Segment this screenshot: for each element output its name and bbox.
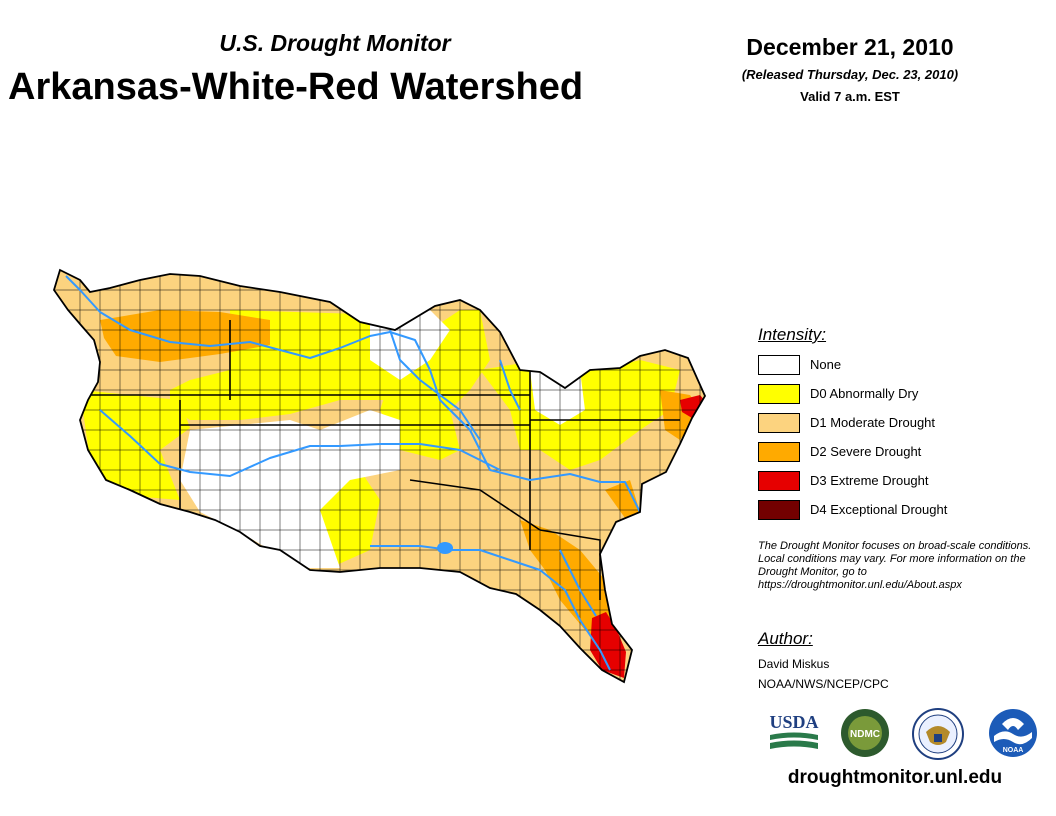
legend-label: D0 Abnormally Dry <box>810 386 919 401</box>
basin-outline <box>53 268 707 684</box>
d0-region-north <box>170 310 400 420</box>
legend-swatch <box>758 384 800 404</box>
legend-label: None <box>810 357 842 372</box>
usda-logo-text: USDA <box>769 712 818 732</box>
d3-region-northeast <box>680 395 705 418</box>
drought-map <box>53 268 707 684</box>
footer-url[interactable]: droughtmonitor.unl.edu <box>787 767 1003 788</box>
legend-label: D2 Severe Drought <box>810 444 922 459</box>
state-boundaries <box>90 320 680 600</box>
map-supertitle: U.S. Drought Monitor <box>219 30 451 56</box>
ndmc-logo: NDMC <box>841 709 889 757</box>
legend-note: The Drought Monitor focuses on broad-sca… <box>758 540 1032 591</box>
noaa-logo: NOAA <box>989 709 1037 757</box>
author-org: NOAA/NWS/NCEP/CPC <box>758 677 889 691</box>
legend-swatch <box>758 471 800 491</box>
map-title: Arkansas-White-Red Watershed <box>8 66 584 108</box>
author-heading: Author: <box>758 629 813 648</box>
d2-region-northwest <box>100 310 270 362</box>
rivers <box>65 275 641 671</box>
valid-time: Valid 7 a.m. EST <box>800 89 900 104</box>
map-date: December 21, 2010 <box>746 34 954 60</box>
noaa-logo-text: NOAA <box>1003 747 1024 754</box>
usda-logo: USDA <box>769 712 819 749</box>
legend-label: D1 Moderate Drought <box>810 415 936 430</box>
release-date: (Released Thursday, Dec. 23, 2010) <box>741 67 959 82</box>
commerce-seal-logo <box>912 708 964 760</box>
reservoir <box>437 542 453 554</box>
legend-swatch <box>758 355 800 375</box>
legend-swatch <box>758 500 800 520</box>
d2-region-east-tail <box>605 480 640 518</box>
d3-region-south <box>590 612 626 678</box>
none-region-west <box>180 410 400 568</box>
author-name: David Miskus <box>758 657 830 671</box>
ndmc-logo-text: NDMC <box>850 729 880 740</box>
legend-title: Intensity: <box>758 325 827 344</box>
legend-swatch <box>758 442 800 462</box>
legend-label: D3 Extreme Drought <box>810 473 929 488</box>
legend-swatch <box>758 413 800 433</box>
legend-label: D4 Exceptional Drought <box>810 502 948 517</box>
